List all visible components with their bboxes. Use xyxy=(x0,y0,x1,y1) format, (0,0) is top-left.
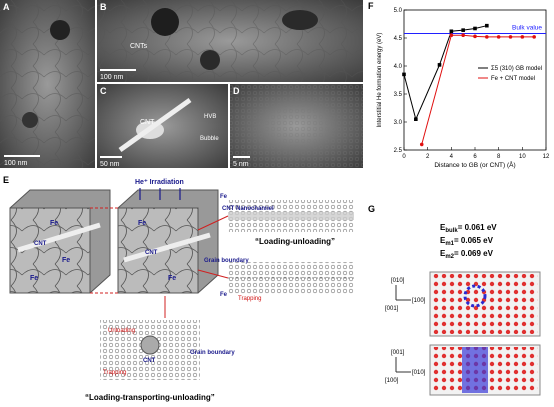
energy: Em2= 0.069 eV xyxy=(440,249,494,260)
point xyxy=(419,142,424,147)
x-tick-label: 0 xyxy=(402,154,406,160)
panel-label: C xyxy=(100,86,107,96)
label: Fe xyxy=(138,220,146,227)
axis-label: [100] xyxy=(385,378,399,384)
label: Fe xyxy=(168,275,176,282)
x-tick-label: 2 xyxy=(426,154,430,160)
label: Trapping xyxy=(238,296,261,302)
y-tick-label: 4.0 xyxy=(394,64,403,70)
y-tick-label: 2.5 xyxy=(394,148,403,154)
label: CNT xyxy=(34,241,47,247)
label: Unloading xyxy=(108,328,135,334)
annotation: HVB xyxy=(204,114,216,120)
panel-e: E He⁺ Irradiation Fe Fe Fe Fe Fe Fe Fe C… xyxy=(3,175,354,402)
point xyxy=(461,33,465,37)
label: Fe xyxy=(220,292,228,298)
label: Fe xyxy=(220,194,228,200)
panel-c: C CNT HVB Bubble 50 nm xyxy=(97,84,228,168)
point xyxy=(473,26,477,31)
point xyxy=(461,28,465,32)
reference-label: Bulk value xyxy=(512,25,542,32)
energy: Em1= 0.065 eV xyxy=(440,236,494,247)
point xyxy=(449,33,454,37)
label: Grain boundary xyxy=(190,350,235,356)
point xyxy=(414,117,418,121)
panel-a: A 100 nm xyxy=(0,0,95,168)
symbol: E xyxy=(440,236,446,245)
point xyxy=(496,35,501,39)
annotation: He⁺ Irradiation xyxy=(135,179,184,186)
x-tick-label: 10 xyxy=(519,154,526,160)
point xyxy=(402,72,406,77)
series-line xyxy=(421,34,535,145)
y-axis-label: Interstitial He formation energy (eV) xyxy=(377,33,383,128)
axis-label: [001] xyxy=(385,306,399,312)
scale-bar: 100 nm xyxy=(100,74,124,81)
x-tick-label: 6 xyxy=(473,154,477,160)
panel-f: F 0 2 4 6 8 10 12 2.5 3.0 3.5 4.0 4.5 5.0 Distance to… xyxy=(368,1,550,169)
annotation: Bubble xyxy=(200,136,219,142)
point xyxy=(485,35,489,39)
axis-label: [010] xyxy=(412,370,426,376)
scale-bar: 50 nm xyxy=(100,161,120,168)
subscript: bulk xyxy=(445,228,458,234)
panel-label: E xyxy=(3,175,9,185)
subscript: m2 xyxy=(445,254,454,260)
panel-label: A xyxy=(3,2,10,12)
label: Grain boundary xyxy=(204,258,249,264)
legend-label: Fe + CNT model xyxy=(491,76,535,82)
annotation: CNTs xyxy=(130,43,148,50)
label: Fe xyxy=(50,220,58,227)
subscript: m1 xyxy=(445,241,454,247)
y-tick-label: 4.5 xyxy=(394,36,403,42)
label: CNT xyxy=(145,250,158,256)
energy-value: = 0.065 eV xyxy=(454,236,494,245)
series-line xyxy=(403,25,487,121)
point xyxy=(532,35,536,39)
label: Fe xyxy=(30,275,38,282)
energy: Ebulk= 0.061 eV xyxy=(440,223,497,234)
x-axis-label: Distance to GB (or CNT) (Å) xyxy=(434,160,515,169)
panel-label: F xyxy=(368,1,374,11)
scale-bar: 100 nm xyxy=(4,160,28,167)
energy-value: = 0.061 eV xyxy=(458,223,498,232)
point xyxy=(508,35,513,39)
label: Fe xyxy=(62,257,70,264)
panel-b: B CNTs 100 nm xyxy=(97,0,363,82)
axis-label: [010] xyxy=(391,278,405,284)
panel-label: D xyxy=(233,86,240,96)
legend-label: Σ5 (310) GB model xyxy=(491,66,542,72)
point xyxy=(473,34,477,39)
label: Trapping xyxy=(103,370,126,376)
panel-label: G xyxy=(368,204,375,214)
point xyxy=(485,23,489,28)
y-tick-label: 5.0 xyxy=(394,8,403,14)
label: CNT Nanochannel xyxy=(222,206,274,212)
x-tick-label: 12 xyxy=(543,154,550,160)
scale-bar: 5 nm xyxy=(233,161,249,168)
point xyxy=(437,63,442,67)
x-tick-label: 4 xyxy=(450,154,454,160)
annotation: “Loading-transporting-unloading” xyxy=(85,393,215,402)
point xyxy=(520,35,525,39)
point xyxy=(449,29,454,34)
x-tick-label: 8 xyxy=(497,154,501,160)
axis-label: [100] xyxy=(412,298,426,304)
symbol: E xyxy=(440,223,446,232)
energy-value: = 0.069 eV xyxy=(454,249,494,258)
symbol: E xyxy=(440,249,446,258)
axis-label: [001] xyxy=(391,350,405,356)
annotation: CNT xyxy=(140,119,155,126)
panel-label: B xyxy=(100,2,107,12)
y-tick-label: 3.5 xyxy=(394,92,403,98)
y-tick-label: 3.0 xyxy=(394,120,403,126)
label: CNT xyxy=(143,358,156,364)
annotation: “Loading-unloading” xyxy=(255,237,335,246)
panel-d: D 5 nm xyxy=(230,84,363,168)
